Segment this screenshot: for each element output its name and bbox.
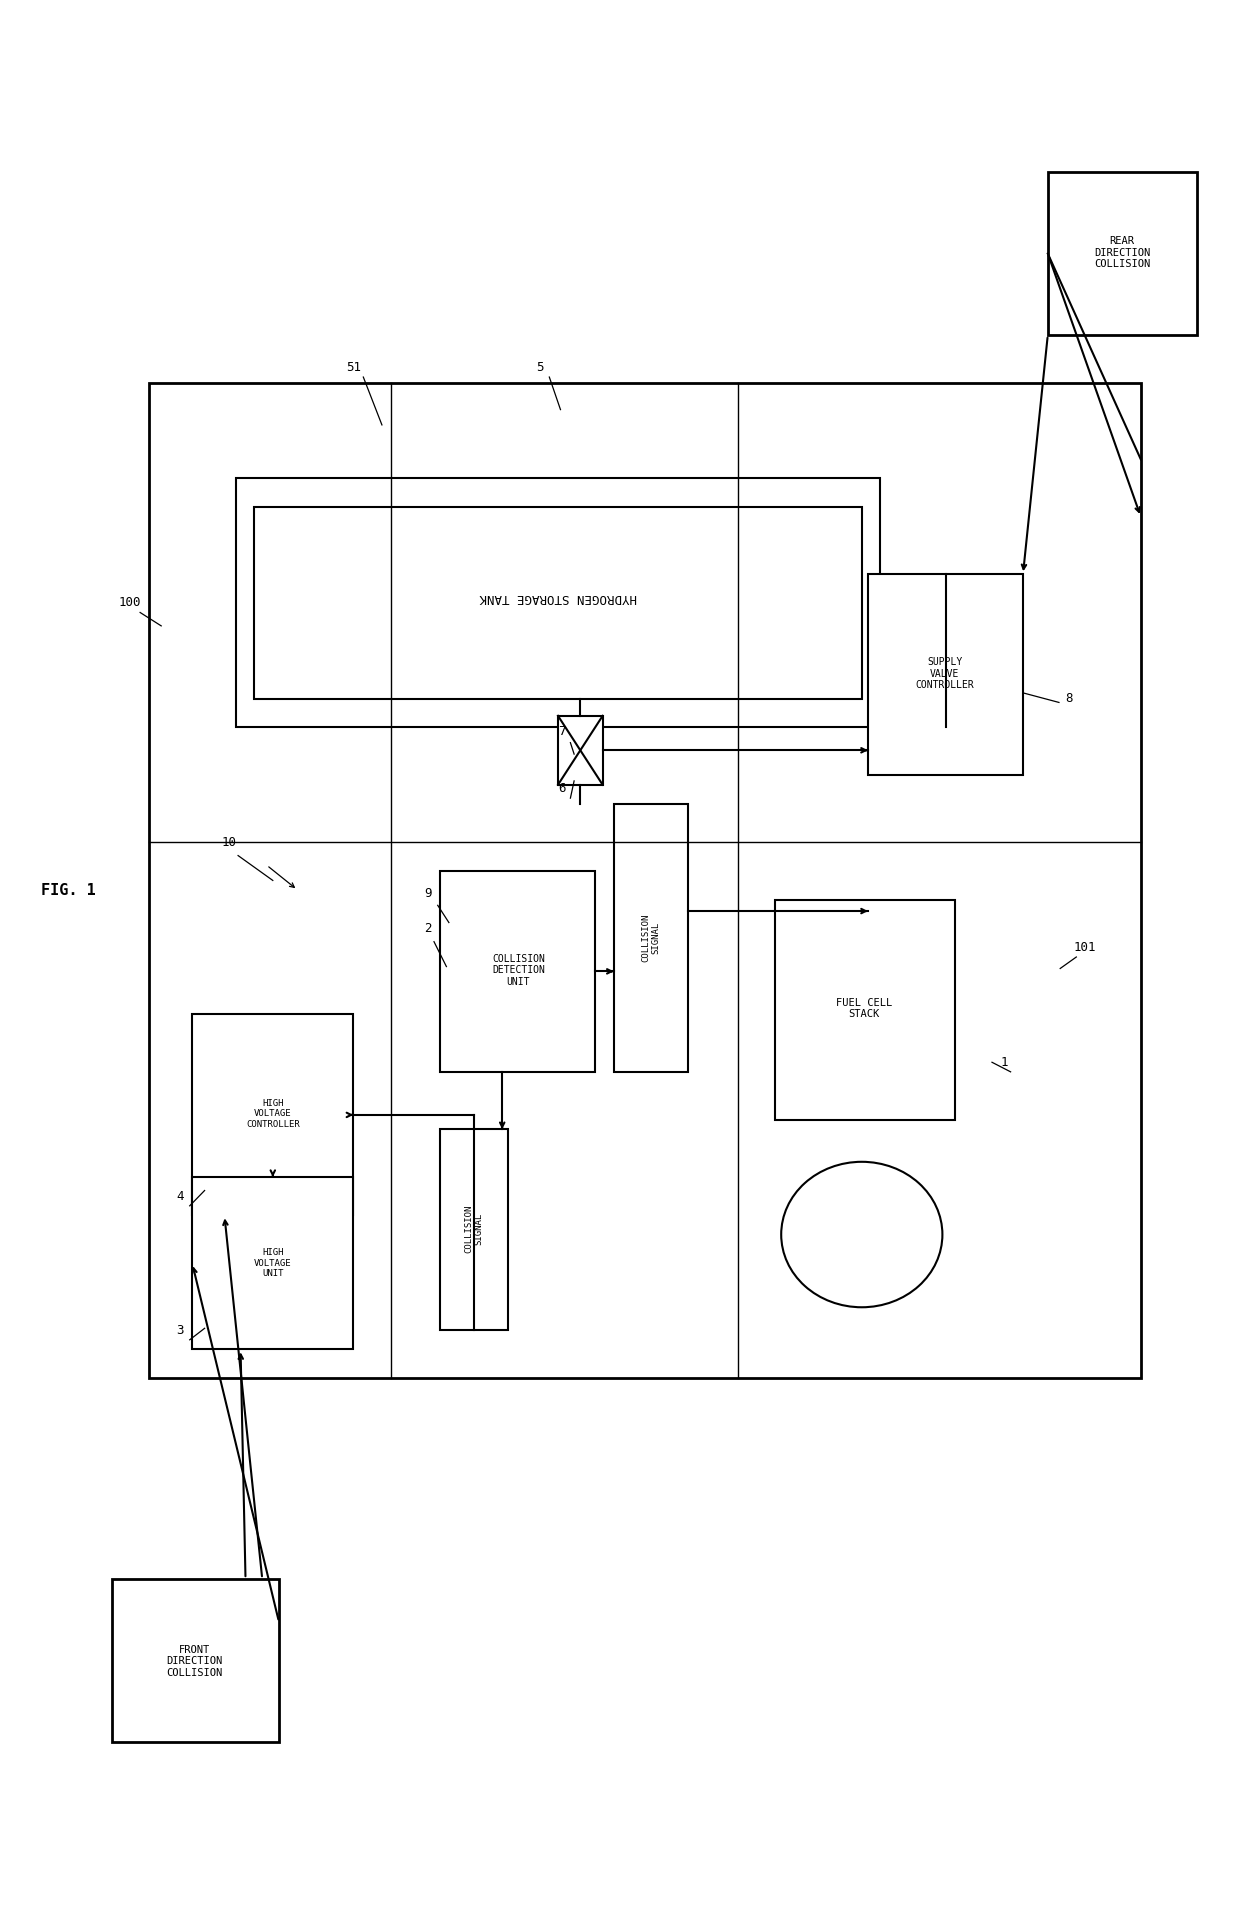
- Text: 6: 6: [558, 783, 565, 794]
- Text: HIGH
VOLTAGE
UNIT: HIGH VOLTAGE UNIT: [254, 1248, 291, 1279]
- Bar: [558, 716, 603, 785]
- Ellipse shape: [781, 1162, 942, 1307]
- Text: 2: 2: [424, 923, 432, 934]
- Bar: [112, 1579, 279, 1742]
- Text: 4: 4: [176, 1191, 184, 1202]
- Text: 101: 101: [1074, 942, 1096, 953]
- Text: FRONT
DIRECTION
COLLISION: FRONT DIRECTION COLLISION: [166, 1644, 223, 1679]
- Bar: [236, 478, 880, 727]
- Bar: [254, 507, 862, 699]
- Text: 1: 1: [1001, 1057, 1008, 1068]
- Text: 7: 7: [558, 725, 565, 737]
- Text: COLLISION
DETECTION
UNIT: COLLISION DETECTION UNIT: [492, 953, 544, 988]
- Bar: [440, 871, 595, 1072]
- Text: SUPPLY
VALVE
CONTROLLER: SUPPLY VALVE CONTROLLER: [915, 657, 975, 691]
- Bar: [192, 1014, 353, 1215]
- Bar: [1048, 172, 1197, 335]
- Bar: [440, 1129, 508, 1330]
- Text: FIG. 1: FIG. 1: [41, 882, 95, 898]
- Text: 10: 10: [222, 836, 237, 848]
- Bar: [192, 1177, 353, 1349]
- Bar: [775, 900, 955, 1120]
- Text: HIGH
VOLTAGE
CONTROLLER: HIGH VOLTAGE CONTROLLER: [246, 1099, 300, 1129]
- Text: FUEL CELL
STACK: FUEL CELL STACK: [836, 997, 893, 1020]
- Text: 5: 5: [536, 362, 543, 373]
- Bar: [149, 383, 1141, 1378]
- Text: COLLISION
SIGNAL: COLLISION SIGNAL: [464, 1204, 484, 1254]
- Text: 9: 9: [424, 888, 432, 900]
- Text: 8: 8: [1065, 693, 1073, 704]
- Text: REAR
DIRECTION
COLLISION: REAR DIRECTION COLLISION: [1094, 235, 1151, 270]
- Text: HYDROGEN STORAGE TANK: HYDROGEN STORAGE TANK: [479, 591, 637, 603]
- Bar: [614, 804, 688, 1072]
- Text: 3: 3: [176, 1324, 184, 1336]
- Text: 51: 51: [346, 362, 361, 373]
- Text: COLLISION
SIGNAL: COLLISION SIGNAL: [641, 913, 661, 963]
- Bar: [868, 574, 1023, 775]
- Text: 100: 100: [119, 597, 141, 609]
